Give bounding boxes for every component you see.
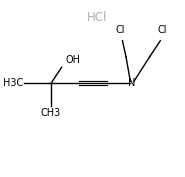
Text: OH: OH <box>65 56 80 65</box>
Text: Cl: Cl <box>116 25 125 35</box>
Text: H3C: H3C <box>3 78 23 88</box>
Text: CH3: CH3 <box>41 108 61 118</box>
Text: N: N <box>128 78 136 88</box>
Text: Cl: Cl <box>157 25 167 35</box>
Text: HCl: HCl <box>87 11 107 24</box>
